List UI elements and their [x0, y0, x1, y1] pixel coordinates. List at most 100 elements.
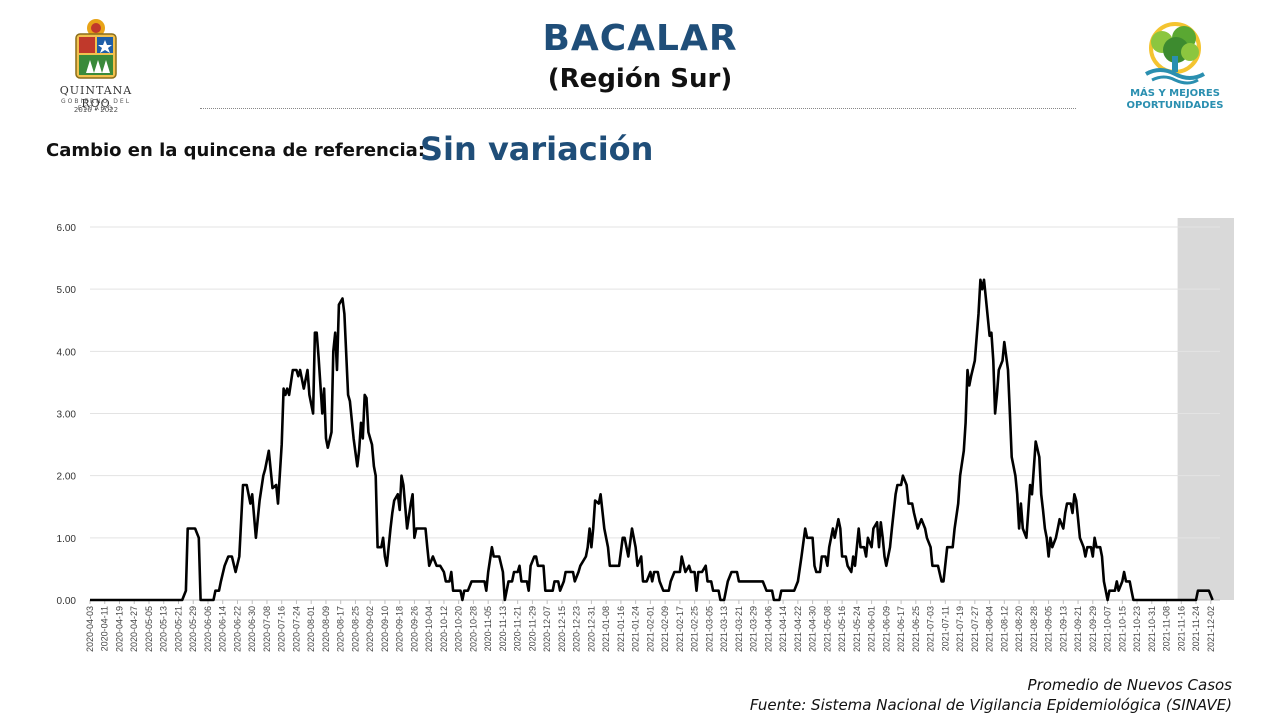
x-tick-label: 2020-07-08 — [262, 606, 272, 652]
page-title: BACALAR — [542, 18, 738, 59]
series-line-layer — [90, 278, 1214, 602]
quintana-roo-logo: QUINTANA ROO GOBIERNO DEL ESTADO 2016 • … — [44, 18, 148, 114]
logo-right-line2: OPORTUNIDADES — [1126, 100, 1224, 111]
x-tick-label: 2020-12-23 — [572, 606, 582, 652]
x-tick-label: 2021-02-25 — [690, 606, 700, 652]
chart-source: Fuente: Sistema Nacional de Vigilancia E… — [749, 696, 1232, 714]
x-tick-label: 2020-07-16 — [277, 606, 287, 652]
x-tick-label: 2020-08-25 — [350, 606, 360, 652]
x-tick-label: 2020-11-21 — [513, 606, 523, 651]
x-tick-label: 2020-04-19 — [114, 606, 124, 652]
x-tick-label: 2021-02-09 — [660, 606, 670, 652]
x-tick-label: 2021-03-29 — [749, 606, 759, 652]
header-divider — [200, 108, 1076, 109]
x-tick-label: 2021-03-13 — [719, 606, 729, 652]
x-tick-label: 2021-10-07 — [1103, 606, 1113, 652]
x-tick-label: 2021-02-17 — [675, 606, 685, 652]
x-tick-label: 2021-04-14 — [778, 606, 788, 652]
x-tick-label: 2021-07-03 — [926, 606, 936, 652]
x-tick-label: 2021-01-08 — [601, 606, 611, 652]
x-tick-label: 2020-08-01 — [306, 606, 316, 652]
x-tick-label: 2021-09-29 — [1088, 606, 1098, 652]
x-tick-label: 2020-06-22 — [232, 606, 242, 652]
x-tick-label: 2021-07-27 — [970, 606, 980, 652]
x-tick-label: 2020-05-29 — [188, 606, 198, 652]
logo-left-name: QUINTANA ROO — [59, 84, 133, 110]
x-tick-label: 2020-10-04 — [424, 606, 434, 652]
x-tick-label: 2020-06-14 — [218, 606, 228, 652]
x-tick-label: 2021-01-16 — [616, 606, 626, 652]
x-tick-label: 2021-09-05 — [1044, 606, 1054, 652]
y-tick-label: 2.00 — [57, 472, 77, 483]
x-tick-label: 2021-08-04 — [985, 606, 995, 652]
x-tick-label: 2020-10-20 — [454, 606, 464, 652]
x-tick-labels-layer: 2020-04-03 2020-04-11 2020-04-19 2020-04-27… — [85, 600, 1216, 652]
x-tick-label: 2021-06-17 — [896, 606, 906, 652]
x-tick-label: 2020-08-09 — [321, 606, 331, 652]
y-tick-labels-layer: 0.00 1.00 2.00 3.00 4.00 5.00 6.00 — [57, 223, 77, 607]
x-tick-label: 2021-12-02 — [1206, 606, 1216, 652]
x-tick-label: 2020-11-29 — [527, 606, 537, 651]
series-line — [90, 278, 1214, 602]
x-tick-label: 2021-11-16 — [1176, 606, 1186, 651]
x-tick-label: 2020-04-03 — [85, 606, 95, 652]
x-tick-label: 2021-06-01 — [867, 606, 877, 652]
logo-right-line1: MÁS Y MEJORES — [1130, 88, 1220, 99]
coat-of-arms-icon — [75, 19, 117, 79]
x-tick-label: 2021-01-24 — [631, 606, 641, 652]
y-tick-label: 1.00 — [57, 534, 77, 545]
x-tick-label: 2020-09-02 — [365, 606, 375, 652]
x-tick-label: 2020-11-13 — [498, 606, 508, 651]
x-tick-label: 2020-05-21 — [173, 606, 183, 652]
x-tick-label: 2020-06-30 — [247, 606, 257, 652]
shaded-region-layer — [1177, 218, 1234, 600]
shaded-incomplete-region — [1177, 218, 1234, 600]
logo-left-subtitle: GOBIERNO DEL ESTADO — [60, 98, 132, 112]
x-tick-label: 2021-06-09 — [881, 606, 891, 652]
x-tick-label: 2021-10-23 — [1132, 606, 1142, 652]
x-tick-label: 2020-08-17 — [336, 606, 346, 652]
y-tick-label: 0.00 — [57, 596, 77, 607]
x-tick-label: 2020-04-11 — [100, 606, 110, 651]
change-value: Sin variación — [420, 130, 654, 168]
x-tick-label: 2021-03-05 — [704, 606, 714, 652]
change-label: Cambio en la quincena de referencia: — [46, 140, 426, 161]
x-tick-label: 2020-05-05 — [144, 606, 154, 652]
x-tick-label: 2021-07-11 — [940, 606, 950, 651]
y-tick-label: 5.00 — [57, 285, 77, 296]
x-tick-label: 2021-04-06 — [763, 606, 773, 652]
oportunidades-logo: MÁS Y MEJORES OPORTUNIDADES — [1120, 22, 1230, 114]
x-tick-label: 2021-02-01 — [645, 606, 655, 652]
x-tick-label: 2020-09-18 — [395, 606, 405, 652]
x-tick-label: 2021-06-25 — [911, 606, 921, 652]
x-tick-label: 2021-10-15 — [1117, 606, 1127, 652]
y-tick-label: 3.00 — [57, 410, 77, 421]
x-tick-label: 2021-09-13 — [1058, 606, 1068, 652]
x-tick-label: 2021-07-19 — [955, 606, 965, 652]
x-tick-label: 2021-05-24 — [852, 606, 862, 652]
x-tick-label: 2021-08-20 — [1014, 606, 1024, 652]
x-tick-label: 2020-09-26 — [409, 606, 419, 652]
x-tick-label: 2021-10-31 — [1147, 606, 1157, 652]
tree-icon — [1145, 22, 1205, 85]
x-tick-label: 2021-03-21 — [734, 606, 744, 652]
x-tick-label: 2020-12-15 — [557, 606, 567, 652]
x-tick-label: 2021-08-12 — [999, 606, 1009, 652]
x-tick-label: 2020-05-13 — [159, 606, 169, 652]
y-tick-label: 6.00 — [57, 223, 77, 234]
x-tick-label: 2020-04-27 — [129, 606, 139, 652]
logo-left-years: 2016 • 2022 — [73, 106, 119, 114]
x-tick-label: 2021-11-08 — [1162, 606, 1172, 651]
y-tick-label: 4.00 — [57, 347, 77, 358]
x-tick-label: 2021-05-16 — [837, 606, 847, 652]
gridlines-layer — [90, 226, 1220, 601]
cases-line-chart: 0.001.002.003.004.005.006.00 2020-04-03 2… — [57, 218, 1234, 652]
x-tick-label: 2021-05-08 — [822, 606, 832, 652]
x-tick-label: 2020-12-07 — [542, 606, 552, 652]
x-tick-label: 2021-09-21 — [1073, 606, 1083, 652]
x-tick-label: 2021-11-24 — [1191, 606, 1201, 651]
x-tick-label: 2020-06-06 — [203, 606, 213, 652]
x-tick-label: 2020-10-28 — [468, 606, 478, 652]
x-tick-label: 2020-12-31 — [586, 606, 596, 652]
x-tick-label: 2020-09-10 — [380, 606, 390, 652]
